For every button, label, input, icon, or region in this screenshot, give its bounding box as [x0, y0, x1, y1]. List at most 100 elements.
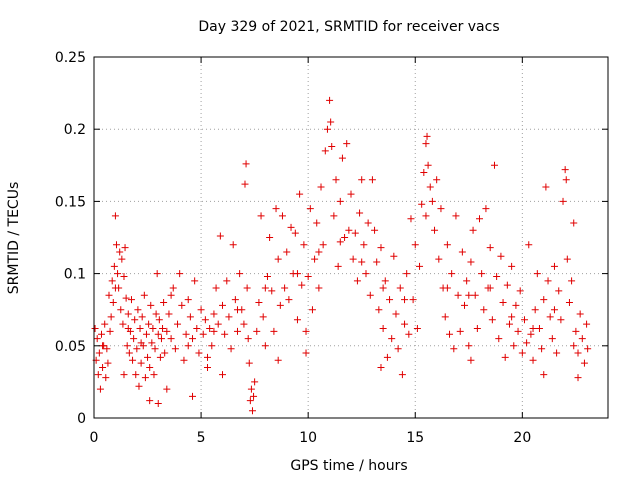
data-point — [169, 284, 177, 292]
data-point — [349, 255, 357, 263]
data-point — [416, 262, 424, 270]
data-point — [418, 200, 426, 208]
data-point — [204, 363, 212, 371]
data-point — [178, 301, 186, 309]
data-point — [407, 215, 415, 223]
data-point — [452, 212, 460, 220]
data-point — [514, 327, 522, 335]
data-point — [334, 262, 342, 270]
data-point — [448, 270, 456, 278]
data-point — [550, 262, 558, 270]
data-point — [508, 262, 516, 270]
data-point — [227, 345, 235, 353]
y-tick-label: 0.1 — [64, 267, 86, 283]
data-point — [255, 298, 263, 306]
data-point — [287, 223, 295, 231]
data-point — [189, 335, 197, 343]
data-point — [424, 161, 432, 169]
data-point — [257, 212, 265, 220]
data-point — [201, 316, 209, 324]
data-point — [544, 277, 552, 285]
chart-title: Day 329 of 2021, SRMTID for receiver vac… — [198, 19, 499, 35]
data-point — [379, 324, 387, 332]
data-point — [180, 356, 188, 364]
data-point — [529, 324, 537, 332]
data-point — [353, 277, 361, 285]
data-point — [104, 359, 112, 367]
data-point — [302, 349, 310, 357]
data-point — [122, 294, 130, 302]
data-point — [401, 320, 409, 328]
data-point — [182, 330, 190, 338]
data-point — [118, 255, 126, 263]
y-tick-label: 0.25 — [55, 50, 86, 66]
data-point — [422, 212, 430, 220]
data-point — [153, 270, 161, 278]
data-point — [148, 339, 156, 347]
data-point — [154, 400, 162, 408]
data-point — [390, 252, 398, 260]
data-point — [317, 183, 325, 191]
data-point — [283, 248, 291, 256]
data-point — [216, 232, 224, 240]
data-point — [142, 330, 150, 338]
data-point — [165, 310, 173, 318]
data-point — [137, 359, 145, 367]
data-point — [281, 284, 289, 292]
data-point — [106, 327, 114, 335]
data-point — [327, 118, 335, 126]
data-point — [553, 349, 561, 357]
x-tick-label: 10 — [299, 430, 317, 446]
data-point — [253, 327, 261, 335]
data-point — [471, 291, 479, 299]
data-point — [508, 313, 516, 321]
data-point — [129, 356, 137, 364]
data-point — [461, 301, 469, 309]
data-point — [467, 258, 475, 266]
data-point — [160, 298, 168, 306]
data-point — [356, 209, 364, 217]
data-point — [578, 335, 586, 343]
data-point — [336, 197, 344, 205]
data-point — [124, 310, 132, 318]
data-point — [167, 335, 175, 343]
data-point — [480, 306, 488, 314]
data-point — [360, 241, 368, 249]
data-point — [163, 327, 171, 335]
data-point — [326, 96, 334, 104]
data-point — [140, 291, 148, 299]
data-point — [268, 287, 276, 295]
data-point — [214, 320, 222, 328]
data-point — [563, 255, 571, 263]
data-point — [490, 161, 498, 169]
data-point — [463, 277, 471, 285]
data-point — [495, 335, 503, 343]
data-point — [120, 371, 128, 379]
data-point — [105, 291, 113, 299]
y-tick-label: 0.2 — [64, 122, 86, 138]
data-point — [341, 234, 349, 241]
data-point — [193, 324, 201, 332]
data-point — [278, 212, 286, 220]
data-point — [568, 277, 576, 285]
data-point — [525, 241, 533, 249]
data-point — [570, 219, 578, 227]
data-point — [381, 277, 389, 285]
data-point — [364, 219, 372, 227]
data-point — [146, 397, 154, 405]
data-point — [345, 226, 353, 234]
data-point — [401, 296, 409, 304]
data-point — [97, 330, 105, 338]
data-point — [206, 324, 214, 332]
data-point — [130, 335, 138, 343]
data-point — [388, 335, 396, 343]
data-point — [248, 407, 256, 415]
data-point — [510, 342, 518, 350]
data-point — [512, 301, 520, 309]
data-point — [358, 176, 366, 184]
data-point — [293, 270, 301, 278]
data-point — [347, 190, 355, 198]
data-point — [251, 378, 259, 386]
data-point — [557, 316, 565, 324]
data-point — [208, 342, 216, 350]
